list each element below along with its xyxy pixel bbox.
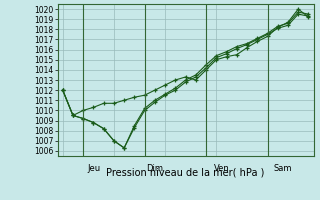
Text: Jeu: Jeu <box>87 164 100 173</box>
Text: Dim: Dim <box>146 164 164 173</box>
Text: Sam: Sam <box>274 164 292 173</box>
X-axis label: Pression niveau de la mer( hPa ): Pression niveau de la mer( hPa ) <box>107 167 265 177</box>
Text: Ven: Ven <box>213 164 229 173</box>
